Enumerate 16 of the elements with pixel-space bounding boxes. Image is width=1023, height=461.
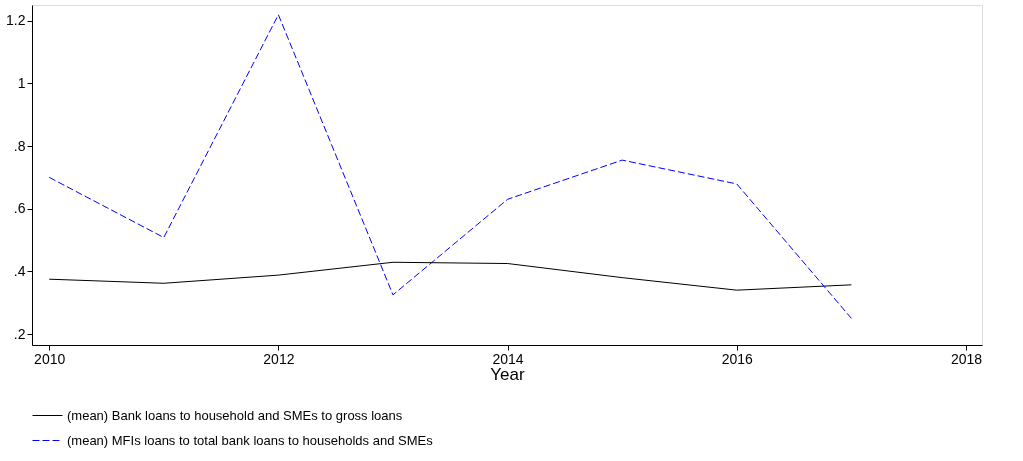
line-series <box>48 261 852 291</box>
legend-label: (mean) MFIs loans to total bank loans to households and SMEs <box>67 432 434 448</box>
y-tick-label: 1 <box>17 74 26 91</box>
y-tick-label: .8 <box>13 137 26 154</box>
line-series <box>48 14 852 319</box>
y-tick-label: .4 <box>13 262 26 279</box>
x-axis-title: Year <box>490 364 526 384</box>
x-tick-label: 2018 <box>950 350 983 367</box>
x-tick-label: 2016 <box>721 350 754 367</box>
y-tick-label: .2 <box>13 325 26 342</box>
y-tick-label: 1.2 <box>6 12 26 29</box>
legend-label: (mean) Bank loans to household and SMEs to gross loans <box>67 407 403 423</box>
y-tick-label: .6 <box>13 200 26 217</box>
x-tick-label: 2014 <box>492 350 524 367</box>
x-tick-label: 2012 <box>263 350 295 367</box>
x-tick-label: 2010 <box>34 350 66 367</box>
